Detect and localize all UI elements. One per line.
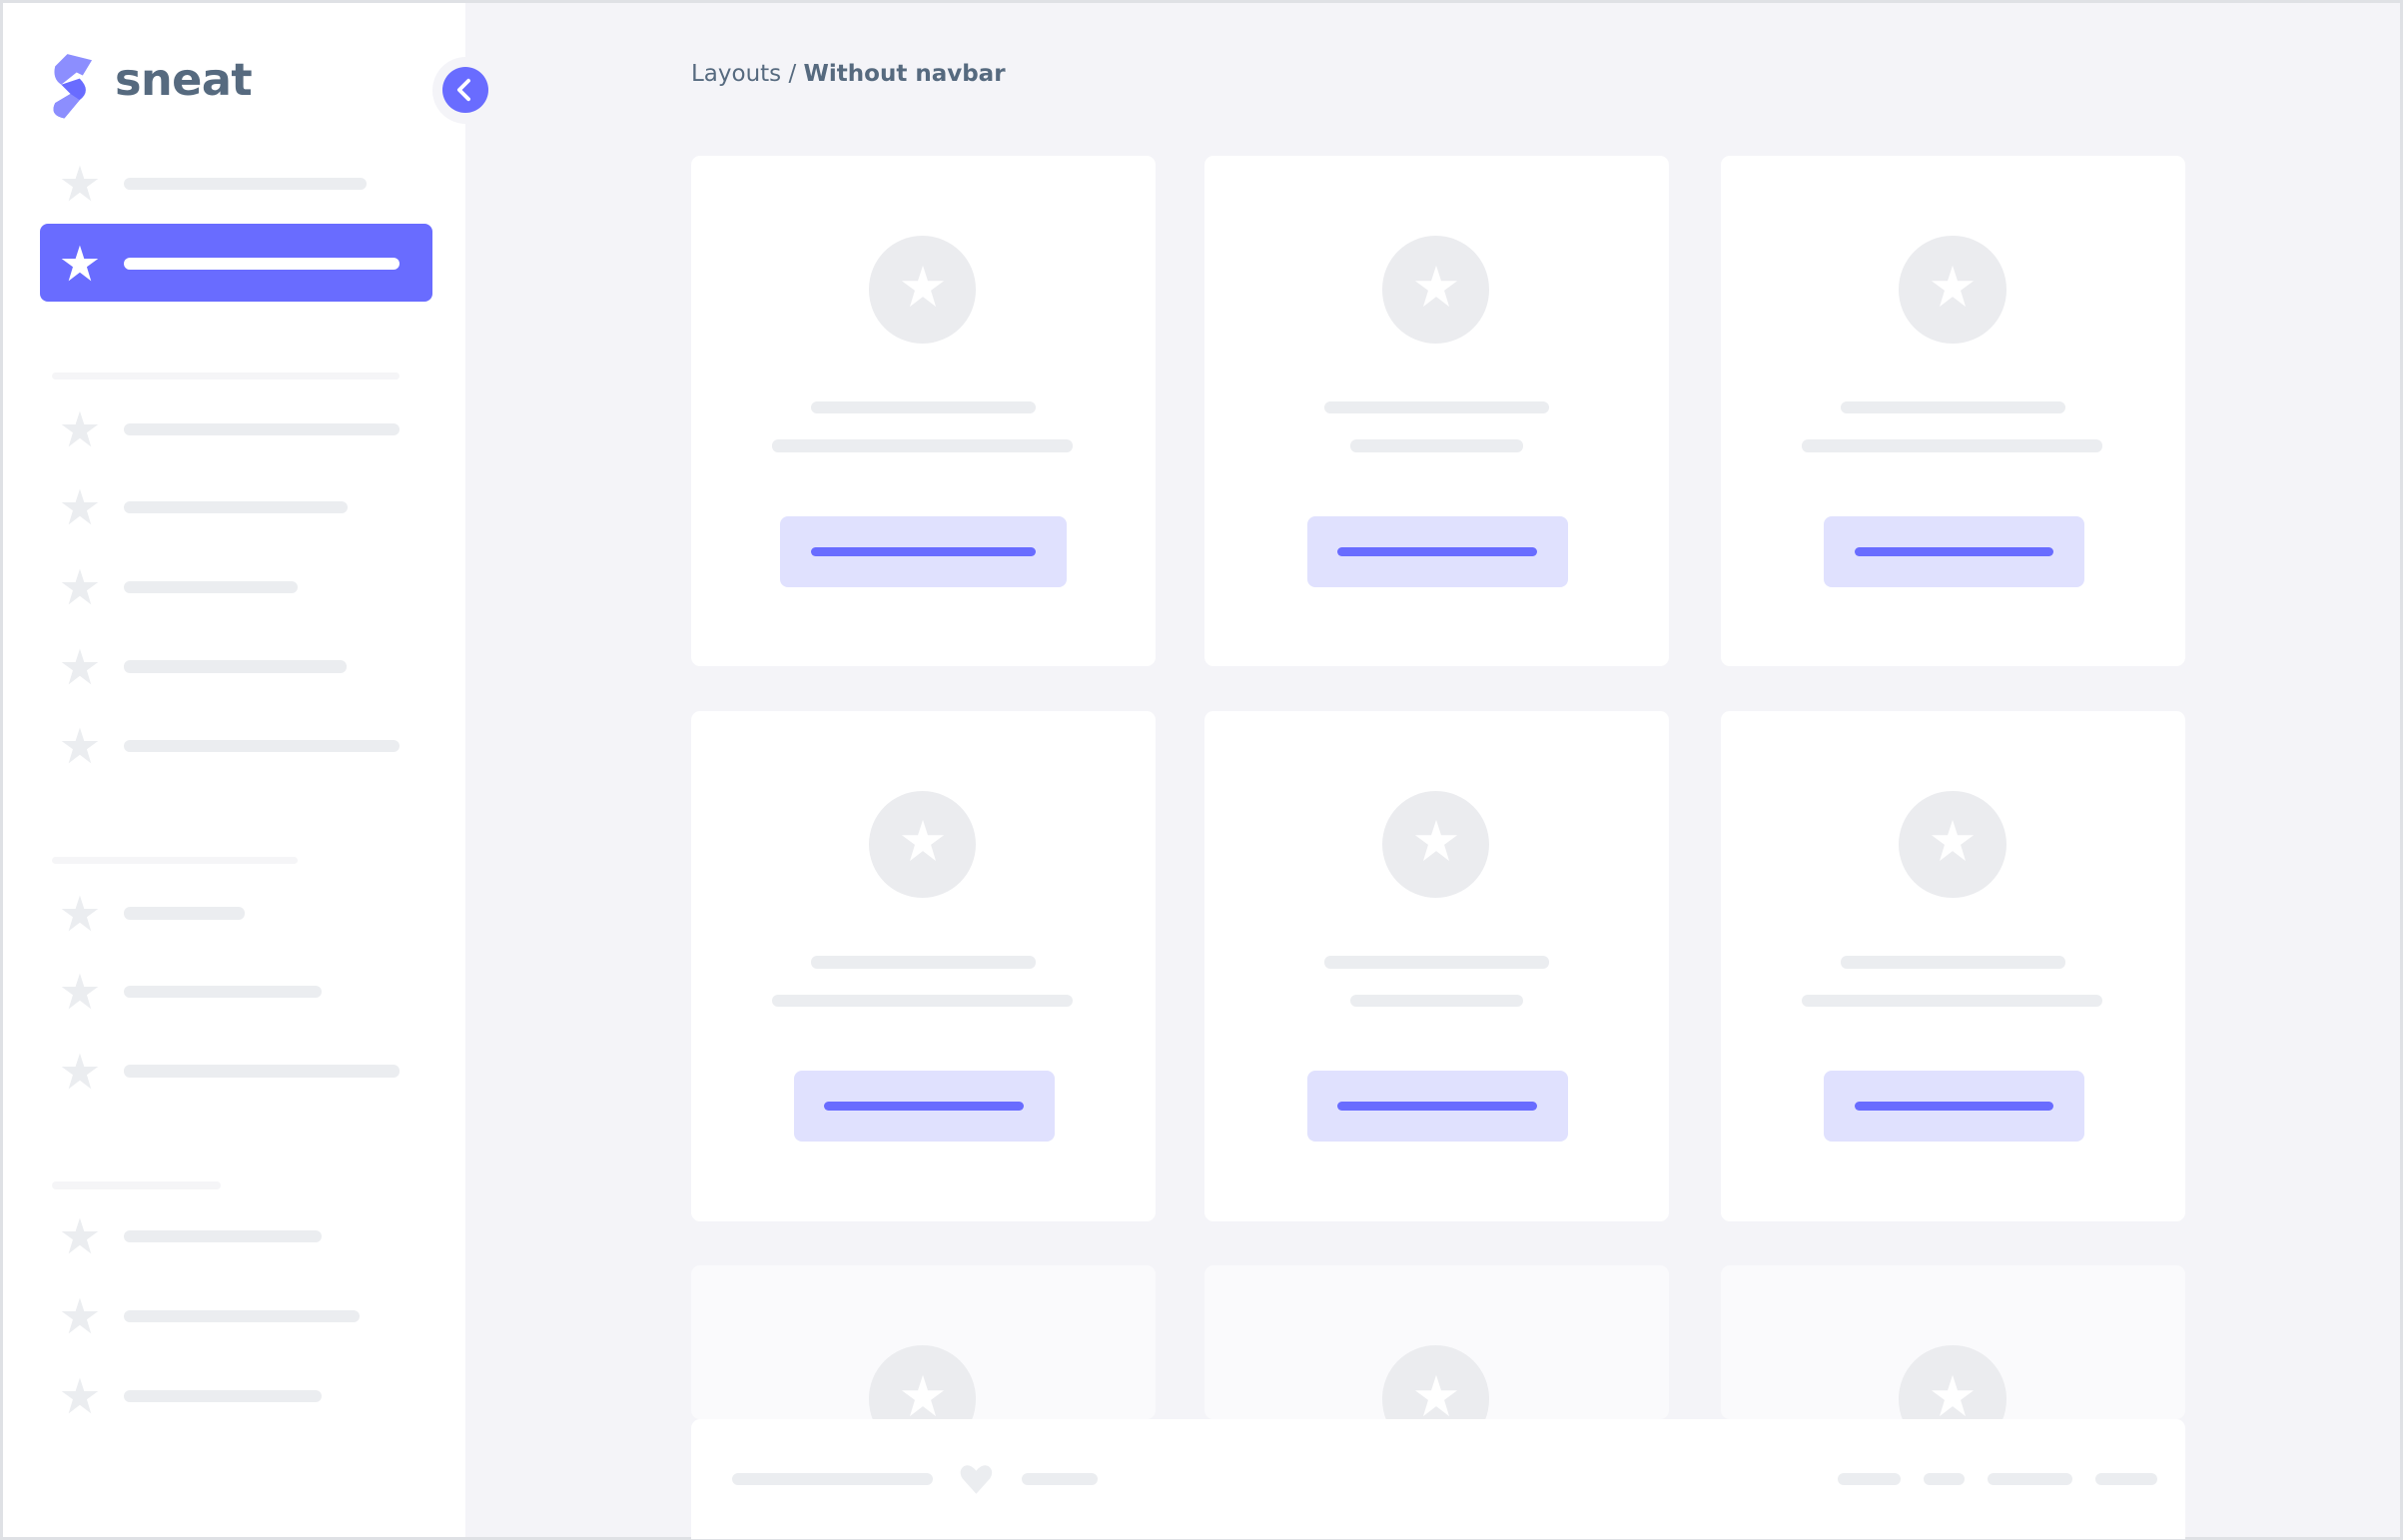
card-button-label-placeholder xyxy=(1337,546,1537,556)
card-title-placeholder xyxy=(1323,956,1550,969)
sidebar-item-label-placeholder xyxy=(124,177,367,191)
placeholder-card xyxy=(691,1265,1156,1453)
card-avatar xyxy=(1382,236,1490,344)
card-avatar xyxy=(869,790,977,899)
card-button-label-placeholder xyxy=(1854,546,2054,556)
card-button-label-placeholder xyxy=(1854,1102,2054,1112)
sidebar-item-label-placeholder xyxy=(124,500,349,513)
card-title-placeholder xyxy=(810,956,1037,969)
star-icon xyxy=(900,1373,946,1419)
sidebar-item-label-placeholder xyxy=(124,422,400,435)
footer-link[interactable] xyxy=(2094,1472,2158,1485)
card-button-label-placeholder xyxy=(824,1102,1024,1112)
breadcrumb: Layouts / Without navbar xyxy=(691,61,1006,87)
star-icon xyxy=(1930,1373,1976,1419)
placeholder-card xyxy=(1204,156,1669,667)
card-avatar xyxy=(1899,790,2006,899)
sidebar-item-label-placeholder xyxy=(124,985,323,998)
card-text-placeholder xyxy=(1802,994,2103,1008)
placeholder-card xyxy=(1721,1265,2186,1453)
sidebar-item-label-placeholder xyxy=(124,1389,323,1402)
breadcrumb-current: Without navbar xyxy=(803,61,1006,88)
sidebar-collapse-button[interactable] xyxy=(442,67,489,114)
sidebar-item-label-placeholder xyxy=(124,1309,361,1323)
placeholder-card xyxy=(1721,156,2186,667)
card-title-placeholder xyxy=(1840,956,2066,969)
card-button[interactable] xyxy=(1823,1071,2084,1143)
footer-link[interactable] xyxy=(1923,1472,1966,1485)
card-button[interactable] xyxy=(1306,1071,1568,1143)
star-icon xyxy=(60,726,100,766)
card-avatar xyxy=(869,236,977,344)
breadcrumb-parent[interactable]: Layouts xyxy=(690,61,782,88)
sidebar-item-label-placeholder xyxy=(124,1230,323,1243)
footer-link-placeholder[interactable] xyxy=(1022,1472,1098,1485)
card-text-placeholder xyxy=(1349,439,1524,452)
card-avatar xyxy=(1899,236,2006,344)
card-title-placeholder xyxy=(1323,400,1550,414)
sidebar-item-label-placeholder xyxy=(124,907,246,920)
star-icon xyxy=(900,818,946,864)
placeholder-card xyxy=(691,710,1156,1221)
star-icon xyxy=(60,1052,100,1092)
card-button[interactable] xyxy=(780,515,1067,587)
star-icon xyxy=(60,487,100,527)
sidebar-item-label-placeholder xyxy=(124,580,298,593)
star-icon xyxy=(1413,818,1459,864)
star-icon xyxy=(1930,818,1976,864)
breadcrumb-separator: / xyxy=(788,61,797,88)
star-icon xyxy=(60,894,100,934)
card-button-label-placeholder xyxy=(810,546,1037,556)
card-button[interactable] xyxy=(793,1071,1055,1143)
heart-icon xyxy=(958,1460,995,1497)
placeholder-card xyxy=(691,156,1156,667)
star-icon xyxy=(60,567,100,607)
card-avatar xyxy=(1382,790,1490,899)
card-text-placeholder xyxy=(1349,994,1524,1008)
placeholder-card xyxy=(1721,710,2186,1221)
sidebar-item-label-placeholder xyxy=(124,1065,400,1078)
sidebar-item-label-placeholder xyxy=(124,257,400,270)
star-icon xyxy=(1413,1373,1459,1419)
star-icon xyxy=(1413,264,1459,310)
star-icon xyxy=(1930,264,1976,310)
star-icon xyxy=(60,972,100,1012)
star-icon xyxy=(60,244,100,284)
section-header-placeholder xyxy=(52,856,298,865)
brand-name: sneat xyxy=(115,55,253,107)
sneat-logo-icon xyxy=(46,51,101,122)
sidebar-item-label-placeholder xyxy=(124,660,347,673)
sidebar-item-label-placeholder xyxy=(124,740,400,753)
card-text-placeholder xyxy=(1802,439,2103,452)
card-text-placeholder xyxy=(772,439,1074,452)
star-icon xyxy=(60,164,100,204)
star-icon xyxy=(60,647,100,687)
card-title-placeholder xyxy=(810,400,1037,414)
star-icon xyxy=(60,1376,100,1416)
footer-text-placeholder xyxy=(732,1472,934,1485)
card-button-label-placeholder xyxy=(1337,1102,1537,1112)
section-header-placeholder xyxy=(52,372,400,381)
card-button[interactable] xyxy=(1823,515,2084,587)
star-icon xyxy=(60,1216,100,1256)
star-icon xyxy=(60,409,100,449)
star-icon xyxy=(60,1296,100,1336)
chevron-left-icon xyxy=(457,79,471,102)
card-text-placeholder xyxy=(772,994,1074,1008)
star-icon xyxy=(900,264,946,310)
sidebar: sneat xyxy=(3,3,466,1537)
card-title-placeholder xyxy=(1840,400,2066,414)
placeholder-card xyxy=(1204,1265,1669,1453)
footer-link[interactable] xyxy=(1988,1472,2072,1485)
footer-link[interactable] xyxy=(1837,1472,1901,1485)
placeholder-card xyxy=(1204,710,1669,1221)
card-button[interactable] xyxy=(1306,515,1568,587)
footer xyxy=(690,1418,2186,1539)
section-header-placeholder xyxy=(52,1181,221,1189)
